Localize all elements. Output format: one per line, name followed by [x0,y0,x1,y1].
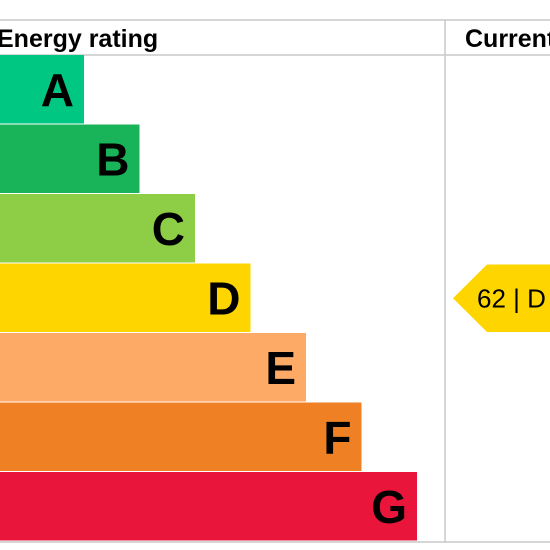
band-b-bar [0,124,140,193]
rating-bands: A B C D E [0,55,417,541]
band-c: C [0,194,195,263]
band-d-bar [0,263,251,332]
band-f-letter: F [323,411,351,463]
band-a-letter: A [41,64,74,116]
band-f-bar [0,402,362,471]
band-c-bar [0,194,195,263]
band-a: A [0,55,84,124]
current-rating-label: 62 | D [477,283,546,313]
band-f: F [0,402,362,471]
band-d-letter: D [207,272,240,324]
band-a-bar [0,55,84,124]
band-g: G [0,472,417,541]
energy-rating-header: Energy rating [0,25,158,53]
band-b: B [0,124,140,193]
band-e: E [0,333,306,402]
current-rating-arrow [453,264,550,332]
band-d: D [0,263,251,332]
band-g-bar [0,472,417,541]
band-b-letter: B [96,133,129,185]
band-e-letter: E [265,342,296,394]
current-rating-pointer: 62 | D [453,264,550,332]
current-header: Current [465,25,550,53]
band-c-letter: C [152,203,185,255]
band-g-letter: G [371,481,407,533]
band-e-bar [0,333,306,402]
